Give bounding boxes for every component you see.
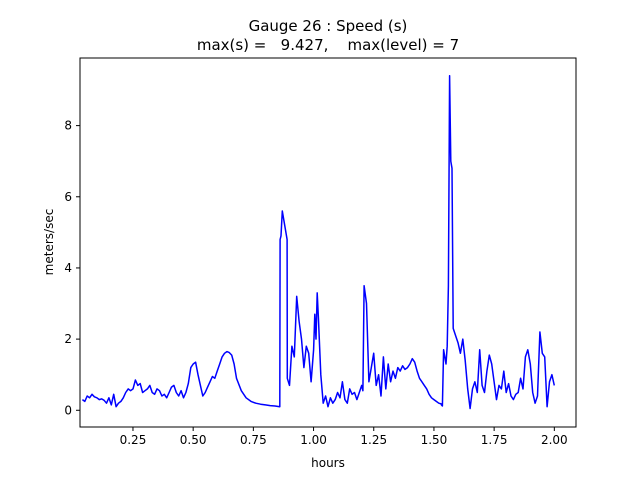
y-axis-label: meters/sec — [42, 209, 56, 276]
y-axis-ticks: 0 2 4 6 8 — [64, 119, 80, 417]
x-tick-label: 1.25 — [360, 433, 387, 447]
x-tick-label: 1.50 — [421, 433, 448, 447]
chart-title-line2: max(s) = 9.427, max(level) = 7 — [197, 36, 459, 54]
y-tick-label: 6 — [64, 190, 72, 204]
y-tick-label: 0 — [64, 403, 72, 417]
x-axis-label: hours — [311, 456, 345, 470]
x-tick-label: 1.00 — [300, 433, 327, 447]
x-tick-label: 2.00 — [541, 433, 568, 447]
y-tick-label: 2 — [64, 332, 72, 346]
y-tick-label: 8 — [64, 119, 72, 133]
speed-series-line — [81, 75, 556, 410]
x-axis-ticks: 0.25 0.50 0.75 1.00 1.25 1.50 1.75 2.00 — [120, 427, 568, 447]
plot-area-frame — [79, 57, 577, 428]
x-tick-label: 0.25 — [120, 433, 147, 447]
x-tick-label: 1.75 — [481, 433, 508, 447]
x-tick-label: 0.50 — [180, 433, 207, 447]
y-tick-label: 4 — [64, 261, 72, 275]
chart-title-line1: Gauge 26 : Speed (s) — [249, 17, 408, 35]
x-tick-label: 0.75 — [240, 433, 267, 447]
